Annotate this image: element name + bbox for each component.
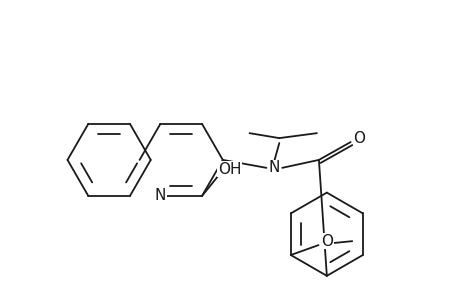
Text: O: O — [321, 234, 333, 249]
Text: N: N — [268, 160, 280, 175]
Text: O: O — [353, 130, 365, 146]
Text: N: N — [154, 188, 166, 203]
Text: OH: OH — [218, 162, 241, 177]
